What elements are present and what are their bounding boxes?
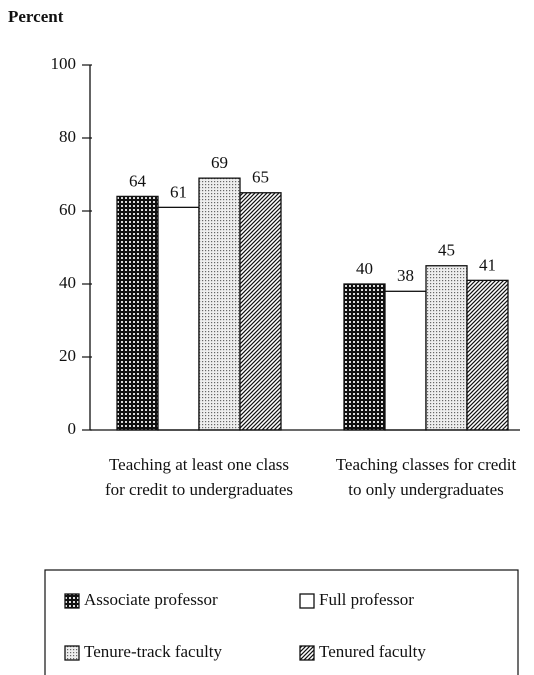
value-label: 38	[397, 266, 414, 285]
legend-label: Tenured faculty	[319, 642, 426, 661]
value-label: 41	[479, 255, 496, 274]
x-tick-label: Teaching at least one class for credit t…	[104, 455, 294, 499]
legend-swatch	[64, 645, 80, 661]
value-label: 64	[129, 171, 147, 190]
y-axis-label: Percent	[8, 7, 64, 26]
bar	[157, 206, 200, 431]
value-label: 40	[356, 259, 373, 278]
y-tick-label: 20	[59, 346, 76, 365]
x-tick-label: Teaching classes for credit to only unde…	[335, 455, 517, 499]
value-label: 69	[211, 153, 228, 172]
legend-swatch	[299, 645, 315, 661]
bar	[343, 283, 386, 431]
bar	[239, 192, 282, 431]
value-label: 61	[170, 182, 187, 201]
y-tick-label: 40	[59, 273, 76, 292]
bar	[384, 290, 427, 431]
legend-box	[44, 569, 519, 675]
bar	[466, 279, 509, 431]
y-tick-label: 80	[59, 127, 76, 146]
y-tick-label: 60	[59, 200, 76, 219]
legend-label: Associate professor	[84, 590, 218, 609]
bar	[198, 177, 241, 431]
bar	[425, 265, 468, 431]
legend-swatch	[299, 593, 315, 609]
y-tick-label: 100	[51, 54, 77, 73]
value-label: 65	[252, 168, 269, 187]
bar	[116, 195, 159, 431]
legend-label: Full professor	[319, 590, 414, 609]
legend-swatch	[64, 593, 80, 609]
y-tick-label: 0	[68, 419, 77, 438]
legend-label: Tenure-track faculty	[84, 642, 223, 661]
value-label: 45	[438, 241, 455, 260]
